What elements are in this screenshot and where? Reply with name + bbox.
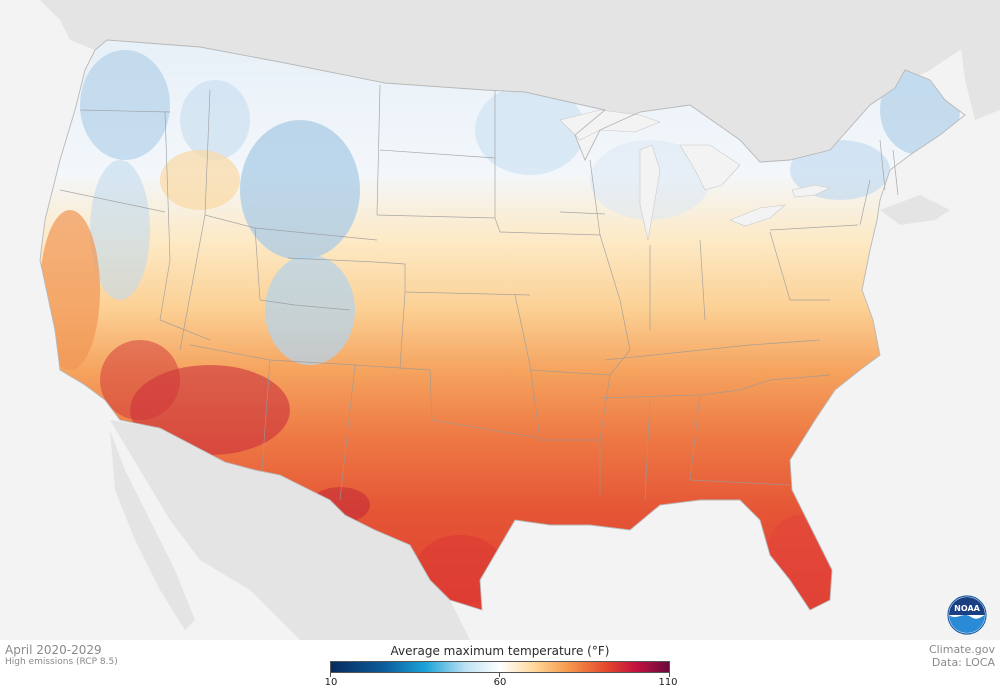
- legend-color-scale: [330, 661, 670, 673]
- data-source-credit: Data: LOCA: [931, 656, 995, 669]
- site-credit: Climate.gov: [928, 643, 995, 656]
- mexico-landmass: [110, 420, 470, 640]
- noaa-logo-text: NOAA: [954, 604, 980, 613]
- temperature-map: [0, 0, 1000, 640]
- state-borders: [59, 84, 899, 501]
- legend-title: Average maximum temperature (°F): [390, 644, 610, 658]
- scenario-label: High emissions (RCP 8.5): [5, 657, 118, 667]
- noaa-logo-icon: NOAA: [947, 595, 987, 635]
- great-lakes: [559, 109, 831, 241]
- legend-tick-mid: [499, 673, 500, 677]
- period-label: April 2020-2029: [5, 643, 102, 657]
- legend-max-label: 110: [658, 677, 678, 688]
- legend-mid-label: 60: [493, 677, 507, 688]
- legend-tick-min: [330, 673, 331, 677]
- nova-scotia-landmass: [880, 195, 950, 225]
- legend-min-label: 10: [324, 677, 338, 688]
- baja-peninsula: [110, 430, 195, 630]
- newfoundland-landmass: [960, 10, 1000, 120]
- legend-tick-max: [669, 673, 670, 677]
- canada-landmass: [0, 0, 1000, 162]
